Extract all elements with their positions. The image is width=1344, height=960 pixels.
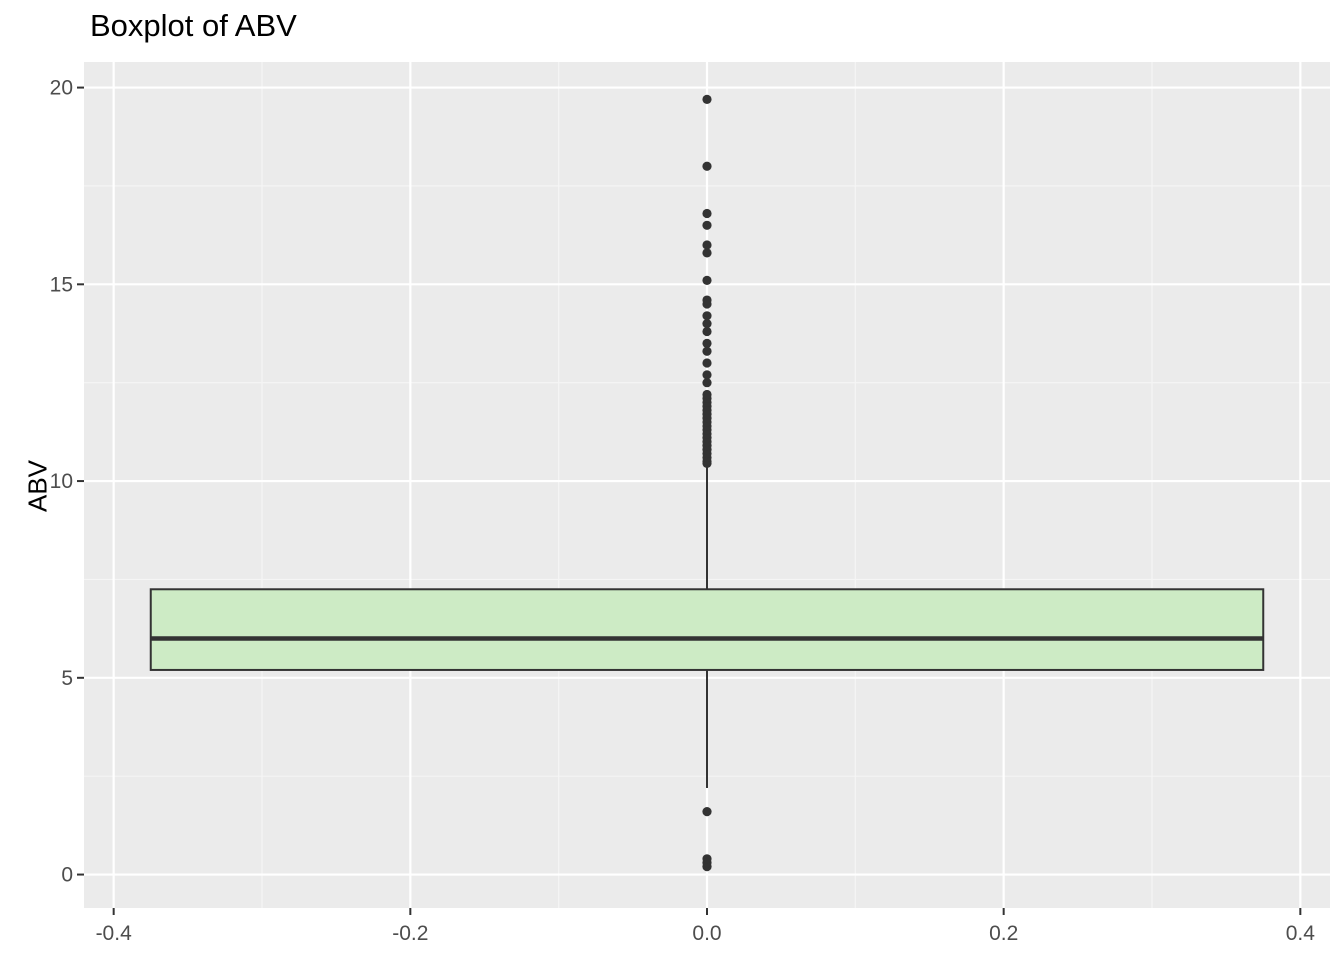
- outlier-point: [702, 346, 712, 356]
- outlier-point: [702, 275, 712, 285]
- outlier-point: [702, 389, 712, 400]
- outlier-point: [702, 358, 712, 368]
- x-axis-ticks: -0.4 -0.2 0.0 0.2 0.4: [96, 908, 1316, 945]
- y-tick-label: 5: [61, 667, 73, 690]
- outlier-point: [702, 311, 712, 321]
- outlier-points: [702, 94, 712, 872]
- outlier-point: [702, 208, 712, 219]
- outlier-point: [702, 370, 712, 380]
- x-tick-label: -0.4: [96, 922, 133, 945]
- outlier-point: [702, 326, 712, 337]
- outlier-point: [702, 94, 712, 104]
- x-tick-label: 0.4: [1286, 922, 1316, 945]
- outlier-point: [702, 248, 712, 258]
- x-tick-label: 0.0: [692, 922, 721, 945]
- chart-title: Boxplot of ABV: [90, 8, 297, 43]
- outlier-point: [702, 378, 712, 388]
- x-tick-label: 0.2: [989, 922, 1018, 945]
- y-tick-label: 10: [50, 470, 73, 493]
- outlier-point: [702, 220, 712, 230]
- y-tick-label: 20: [50, 77, 73, 100]
- outlier-point: [702, 295, 712, 305]
- interquartile-box: [149, 588, 1265, 671]
- outlier-point: [702, 319, 712, 329]
- outlier-point: [702, 854, 712, 864]
- outlier-point: [702, 240, 712, 250]
- y-tick-label: 15: [50, 273, 73, 296]
- y-tick-label: 0: [61, 864, 73, 887]
- x-tick-label: -0.2: [392, 922, 428, 945]
- outlier-point: [702, 338, 712, 348]
- box: [149, 588, 1265, 671]
- y-axis-ticks: 0 5 10 15 20: [50, 77, 84, 887]
- outlier-point: [702, 806, 712, 817]
- outlier-point: [702, 161, 712, 171]
